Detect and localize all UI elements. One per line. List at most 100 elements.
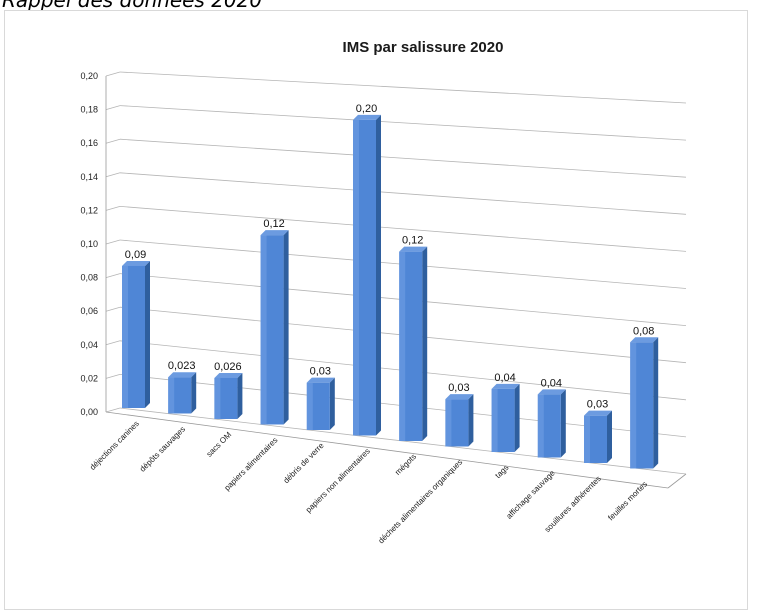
- bar-highlight: [122, 265, 128, 408]
- bar-highlight: [445, 399, 452, 447]
- data-label: 0,03: [448, 382, 469, 394]
- floor-edge-right: [667, 473, 687, 489]
- gridline-side: [105, 306, 121, 312]
- gridline-side: [105, 172, 121, 178]
- gridline-side: [105, 138, 121, 144]
- bar-highlight: [584, 415, 590, 463]
- bar-top: [168, 372, 197, 378]
- bar-highlight: [260, 235, 267, 425]
- category-label: sacs OM: [205, 430, 234, 459]
- bar-top: [214, 372, 243, 378]
- gridline: [119, 172, 687, 215]
- category-label: feuilles mortes: [606, 480, 649, 523]
- bar-side: [191, 372, 197, 414]
- bar-top: [306, 377, 335, 383]
- category-label: tags: [493, 463, 510, 480]
- gridline-side: [105, 105, 121, 110]
- gridline-side: [105, 71, 121, 77]
- floor-edge: [105, 411, 669, 489]
- y-tick-label: 0,08: [80, 273, 98, 283]
- bar-top: [584, 410, 612, 416]
- bar-highlight: [491, 388, 498, 452]
- gridline-side: [105, 340, 121, 346]
- bar-side: [560, 389, 566, 458]
- category-label: souillures adhérentes: [543, 474, 603, 534]
- y-tick-label: 0,10: [80, 239, 98, 249]
- bar-side: [283, 230, 289, 425]
- axis-layer: 0,00 0,02 0,04 0,06 0,08 0,10 0,12 0,14 0,16 0,18…: [80, 71, 687, 489]
- data-label: 0,04: [541, 377, 562, 389]
- bar-top: [445, 394, 474, 400]
- y-tick-label: 0,20: [80, 71, 98, 81]
- bar: [537, 389, 566, 458]
- gridline: [119, 206, 687, 252]
- bar-highlight: [399, 251, 406, 441]
- category-label: débris de verre: [282, 441, 326, 485]
- category-label: affichage sauvage: [505, 468, 558, 521]
- data-label: 0,023: [168, 360, 196, 372]
- gridline: [119, 71, 687, 104]
- bar: [353, 114, 381, 436]
- bar-top: [399, 246, 428, 252]
- gridline: [119, 138, 687, 178]
- bar-layer: [122, 114, 659, 469]
- y-tick-label: 0,12: [80, 205, 98, 215]
- y-tick-label: 0,00: [80, 407, 98, 417]
- data-label: 0,08: [633, 325, 654, 337]
- gridline-side: [105, 407, 121, 413]
- chart-title: IMS par salissure 2020: [343, 39, 504, 56]
- bar: [260, 230, 289, 425]
- bar: [306, 377, 335, 430]
- category-label: dépôts sauvages: [138, 425, 187, 474]
- category-label: déjections canines: [88, 419, 141, 472]
- bar: [168, 372, 197, 414]
- data-label: 0,03: [310, 366, 331, 378]
- category-label: déchets alimentaires organiques: [377, 458, 465, 546]
- bar-highlight: [214, 377, 221, 419]
- bar-side: [607, 410, 612, 463]
- bar: [399, 246, 428, 441]
- y-tick-label: 0,18: [80, 105, 98, 115]
- gridline-side: [105, 206, 121, 211]
- data-label: 0,20: [356, 103, 377, 115]
- bar-side: [329, 377, 335, 430]
- y-tick-label: 0,14: [80, 172, 98, 182]
- bar: [584, 410, 612, 463]
- y-tick-label: 0,02: [80, 373, 98, 383]
- data-label: 0,09: [125, 249, 146, 261]
- y-tick-label: 0,06: [80, 306, 98, 316]
- category-label: papiers alimentaires: [223, 436, 280, 493]
- data-label: 0,04: [494, 372, 515, 384]
- bar-side: [422, 246, 428, 441]
- category-label: mégots: [393, 452, 418, 477]
- bar-top: [537, 389, 566, 395]
- data-label: 0,03: [587, 399, 608, 411]
- bar-highlight: [353, 119, 359, 436]
- data-label: 0,026: [214, 361, 242, 373]
- gridline-side: [105, 374, 121, 379]
- data-label: 0,12: [402, 235, 423, 247]
- bar-highlight: [537, 394, 544, 458]
- data-label: 0,12: [263, 218, 284, 230]
- gridline-side: [105, 273, 121, 278]
- gridline-side: [105, 239, 121, 245]
- bar-side: [237, 372, 243, 419]
- bar-top: [630, 337, 659, 343]
- bar-highlight: [168, 377, 175, 414]
- bar-highlight: [630, 342, 637, 469]
- gridline: [119, 105, 687, 141]
- bar-top: [353, 114, 381, 120]
- bar-side: [653, 337, 659, 469]
- bar: [214, 372, 243, 419]
- y-tick-label: 0,16: [80, 138, 98, 148]
- header-text: Rappel des données 2020: [2, 0, 263, 12]
- bar-side: [376, 114, 381, 436]
- bar-top: [260, 230, 289, 236]
- bar-side: [145, 260, 150, 408]
- bar-side: [468, 394, 474, 447]
- bar: [122, 260, 150, 408]
- bar-top: [491, 383, 520, 389]
- bar-highlight: [306, 382, 313, 430]
- bar: [445, 394, 474, 447]
